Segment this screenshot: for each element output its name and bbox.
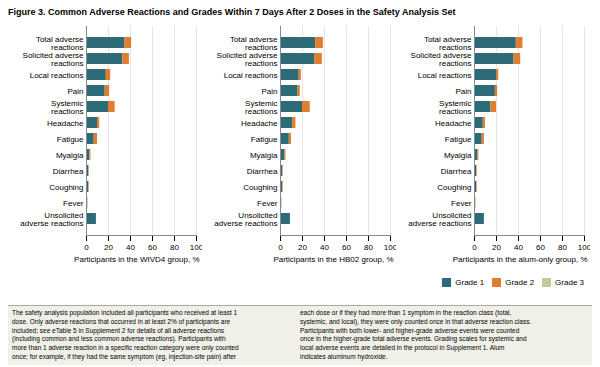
svg-text:Local reactions: Local reactions xyxy=(30,71,84,80)
html-text:Figure 3. Common Adverse React: Figure 3. Common Adverse Reactions and G… xyxy=(8,7,456,17)
svg-text:Pain: Pain xyxy=(455,87,471,96)
svg-text:Fever: Fever xyxy=(451,199,472,208)
svg-text:Myalgia: Myalgia xyxy=(56,151,84,160)
svg-text:40: 40 xyxy=(514,243,523,252)
svg-text:80: 80 xyxy=(170,243,179,252)
svg-text:40: 40 xyxy=(126,243,135,252)
svg-text:Total adversereactions: Total adversereactions xyxy=(230,35,278,52)
svg-text:0: 0 xyxy=(84,243,89,252)
svg-text:Pain: Pain xyxy=(67,87,83,96)
html-text:Grade 3: Grade 3 xyxy=(555,278,584,287)
svg-text:Fatigue: Fatigue xyxy=(251,135,278,144)
svg-text:Participants in the alum-only: Participants in the alum-only group, % xyxy=(453,255,588,264)
svg-text:Diarrhea: Diarrhea xyxy=(53,167,84,176)
svg-text:Diarrhea: Diarrhea xyxy=(247,167,278,176)
svg-text:60: 60 xyxy=(536,243,545,252)
svg-text:Local reactions: Local reactions xyxy=(224,71,278,80)
svg-text:100: 100 xyxy=(384,243,396,252)
svg-text:Myalgia: Myalgia xyxy=(444,151,472,160)
svg-text:Unsolicitedadverse reactions: Unsolicitedadverse reactions xyxy=(214,211,277,228)
svg-text:0: 0 xyxy=(472,243,477,252)
svg-text:Solicited adversereactions: Solicited adversereactions xyxy=(217,51,278,68)
svg-text:100: 100 xyxy=(578,243,590,252)
svg-text:20: 20 xyxy=(492,243,501,252)
svg-text:Headache: Headache xyxy=(435,119,472,128)
html-text:each dose or if they had more: each dose or if they had more than 1 sym… xyxy=(300,309,532,360)
svg-text:Solicited adversereactions: Solicited adversereactions xyxy=(23,51,84,68)
svg-text:100: 100 xyxy=(190,243,202,252)
svg-text:Unsolicitedadverse reactions: Unsolicitedadverse reactions xyxy=(20,211,83,228)
svg-text:Solicited adversereactions: Solicited adversereactions xyxy=(411,51,472,68)
svg-text:40: 40 xyxy=(320,243,329,252)
svg-text:Fatigue: Fatigue xyxy=(445,135,472,144)
svg-text:Participants in the HB02 group: Participants in the HB02 group, % xyxy=(273,255,393,264)
html-text:The safety analysis population: The safety analysis population included … xyxy=(12,309,239,360)
svg-text:80: 80 xyxy=(364,243,373,252)
svg-text:Coughing: Coughing xyxy=(243,183,277,192)
svg-text:60: 60 xyxy=(342,243,351,252)
svg-text:Fever: Fever xyxy=(257,199,278,208)
svg-text:Local reactions: Local reactions xyxy=(418,71,472,80)
svg-text:Coughing: Coughing xyxy=(437,183,471,192)
svg-text:80: 80 xyxy=(558,243,567,252)
svg-text:Systemicreactions: Systemicreactions xyxy=(439,99,471,116)
svg-text:20: 20 xyxy=(104,243,113,252)
svg-text:Coughing: Coughing xyxy=(49,183,83,192)
svg-text:Pain: Pain xyxy=(261,87,277,96)
svg-text:Headache: Headache xyxy=(47,119,84,128)
svg-text:Systemicreactions: Systemicreactions xyxy=(245,99,277,116)
svg-text:Fever: Fever xyxy=(63,199,84,208)
svg-text:Total adversereactions: Total adversereactions xyxy=(424,35,472,52)
svg-text:Fatigue: Fatigue xyxy=(57,135,84,144)
html-text:Grade 1: Grade 1 xyxy=(455,278,485,287)
svg-text:Unsolicitedadverse reactions: Unsolicitedadverse reactions xyxy=(408,211,471,228)
svg-text:Participants in the WIVD4 grou: Participants in the WIVD4 group, % xyxy=(74,255,199,264)
svg-text:Headache: Headache xyxy=(241,119,278,128)
html-text:Grade 2: Grade 2 xyxy=(505,278,535,287)
svg-text:20: 20 xyxy=(298,243,307,252)
svg-text:Myalgia: Myalgia xyxy=(250,151,278,160)
svg-text:Total adversereactions: Total adversereactions xyxy=(36,35,84,52)
svg-text:60: 60 xyxy=(148,243,157,252)
svg-text:0: 0 xyxy=(278,243,283,252)
svg-text:Diarrhea: Diarrhea xyxy=(441,167,472,176)
svg-text:Systemicreactions: Systemicreactions xyxy=(51,99,83,116)
